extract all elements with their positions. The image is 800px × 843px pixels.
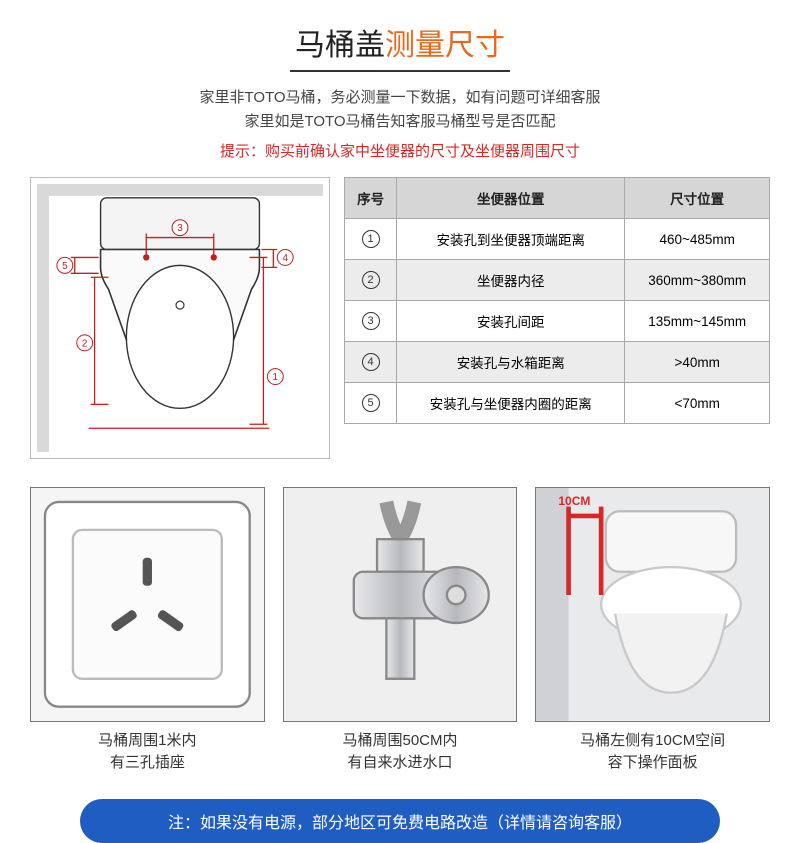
svg-text:5: 5 (62, 261, 68, 272)
svg-text:1: 1 (273, 372, 279, 383)
row-index: 5 (345, 383, 397, 424)
row-size: 460~485mm (625, 219, 770, 260)
circle-number-icon: 1 (362, 230, 380, 248)
table-row: 3 安装孔间距135mm~145mm (345, 301, 770, 342)
card-outlet: 马桶周围1米内 有三孔插座 (30, 487, 265, 775)
spec-table: 序号 坐便器位置 尺寸位置 1 安装孔到坐便器顶端距离460~485mm 2 坐便器内… (344, 177, 770, 424)
card-valve-line1: 马桶周围50CM内 (283, 730, 518, 753)
title-part2: 测量尺寸 (385, 29, 505, 62)
svg-text:2: 2 (82, 338, 88, 349)
row-position: 坐便器内径 (397, 260, 625, 301)
circle-number-icon: 4 (362, 353, 380, 371)
card-outlet-line2: 有三孔插座 (30, 752, 265, 775)
title-part1: 马桶盖 (295, 29, 385, 62)
table-row: 2 坐便器内径360mm~380mm (345, 260, 770, 301)
warning-text: 提示：购买前确认家中坐便器的尺寸及坐便器周围尺寸 (30, 140, 770, 161)
subtitle-1: 家里非TOTO马桶，务必测量一下数据，如有问题可详细客服 (30, 86, 770, 110)
row-index: 4 (345, 342, 397, 383)
svg-text:4: 4 (282, 253, 288, 264)
card-toilet-line2: 容下操作面板 (535, 752, 770, 775)
table-row: 5 安装孔与坐便器内圈的距离<70mm (345, 383, 770, 424)
svg-text:3: 3 (177, 223, 183, 234)
spec-section: 3 4 5 2 1 序号 坐便器位置 尺寸位置 1 安装孔到坐便器顶端距离460~… (30, 177, 770, 459)
valve-icon (283, 487, 518, 722)
row-size: <70mm (625, 383, 770, 424)
circle-number-icon: 2 (362, 271, 380, 289)
title-underline (290, 70, 510, 72)
circle-number-icon: 5 (362, 394, 380, 412)
toilet-badge: 10CM (558, 492, 590, 510)
toilet-icon: 10CM (535, 487, 770, 722)
row-size: 360mm~380mm (625, 260, 770, 301)
row-position: 安装孔与坐便器内圈的距离 (397, 383, 625, 424)
card-valve: 马桶周围50CM内 有自来水进水口 (283, 487, 518, 775)
row-index: 3 (345, 301, 397, 342)
row-position: 安装孔间距 (397, 301, 625, 342)
row-index: 1 (345, 219, 397, 260)
row-index: 2 (345, 260, 397, 301)
card-valve-line2: 有自来水进水口 (283, 752, 518, 775)
card-outlet-line1: 马桶周围1米内 (30, 730, 265, 753)
toilet-diagram: 3 4 5 2 1 (30, 177, 330, 459)
footer-note: 注：如果没有电源，部分地区可免费电路改造（详情请咨询客服） (80, 799, 720, 843)
card-toilet: 10CM 马桶左侧有10CM空间 容下操作面板 (535, 487, 770, 775)
table-row: 1 安装孔到坐便器顶端距离460~485mm (345, 219, 770, 260)
subtitle-2: 家里如是TOTO马桶告知客服马桶型号是否匹配 (30, 110, 770, 134)
requirement-cards: 马桶周围1米内 有三孔插座 马桶周围50CM内 有自来水进水口 (30, 487, 770, 775)
row-size: 135mm~145mm (625, 301, 770, 342)
card-toilet-line1: 马桶左侧有10CM空间 (535, 730, 770, 753)
page-title: 马桶盖测量尺寸 (30, 20, 770, 64)
col-position: 坐便器位置 (397, 178, 625, 219)
row-position: 安装孔与水箱距离 (397, 342, 625, 383)
table-row: 4 安装孔与水箱距离>40mm (345, 342, 770, 383)
row-size: >40mm (625, 342, 770, 383)
circle-number-icon: 3 (362, 312, 380, 330)
col-size: 尺寸位置 (625, 178, 770, 219)
col-index: 序号 (345, 178, 397, 219)
outlet-icon (30, 487, 265, 722)
row-position: 安装孔到坐便器顶端距离 (397, 219, 625, 260)
